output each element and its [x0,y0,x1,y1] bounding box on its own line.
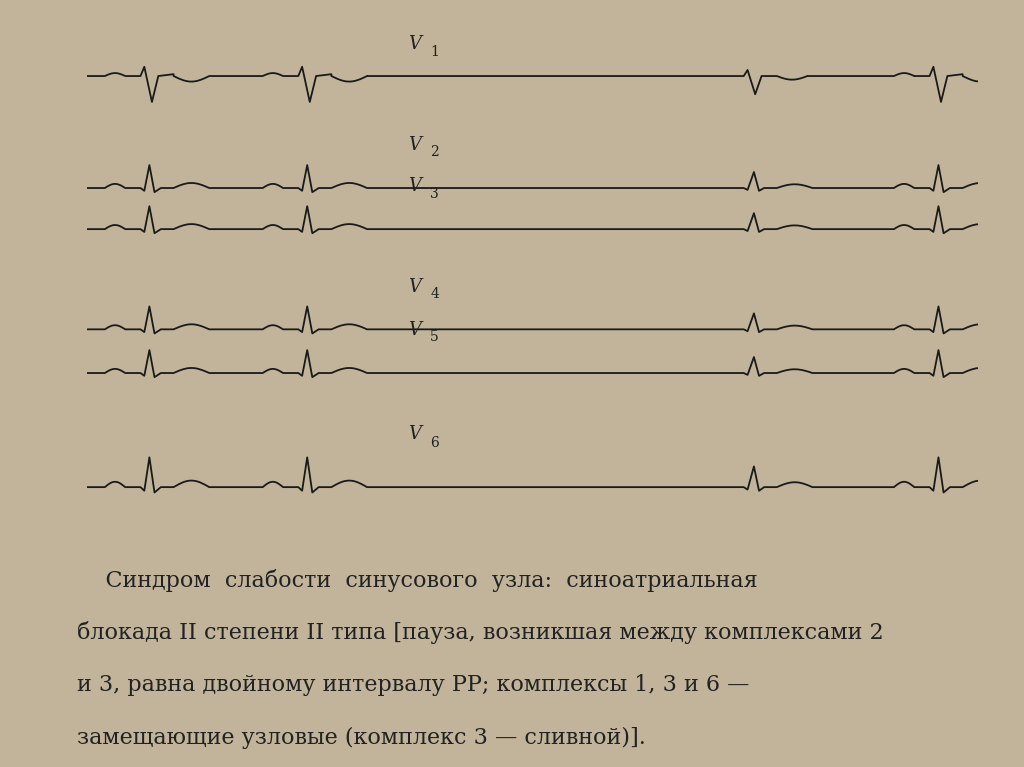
Text: V: V [408,177,421,196]
Text: V: V [408,278,421,295]
Text: V: V [408,137,421,154]
Text: замещающие узловые (комплекс 3 — сливной)].: замещающие узловые (комплекс 3 — сливной… [77,726,646,749]
Text: 5: 5 [430,331,439,344]
Text: V: V [408,35,421,53]
Text: блокада II степени II типа [пауза, возникшая между комплексами 2: блокада II степени II типа [пауза, возни… [77,621,884,644]
Text: 1: 1 [430,45,439,60]
Text: 4: 4 [430,287,439,301]
Text: V: V [408,321,421,339]
Text: V: V [408,426,421,443]
Text: 3: 3 [430,186,439,201]
Text: 2: 2 [430,146,439,160]
Text: 6: 6 [430,436,439,450]
Text: и 3, равна двойному интервалу РР; комплексы 1, 3 и 6 —: и 3, равна двойному интервалу РР; компле… [77,674,750,696]
Text: Синдром  слабости  синусового  узла:  синоатриальная: Синдром слабости синусового узла: синоат… [77,568,758,591]
